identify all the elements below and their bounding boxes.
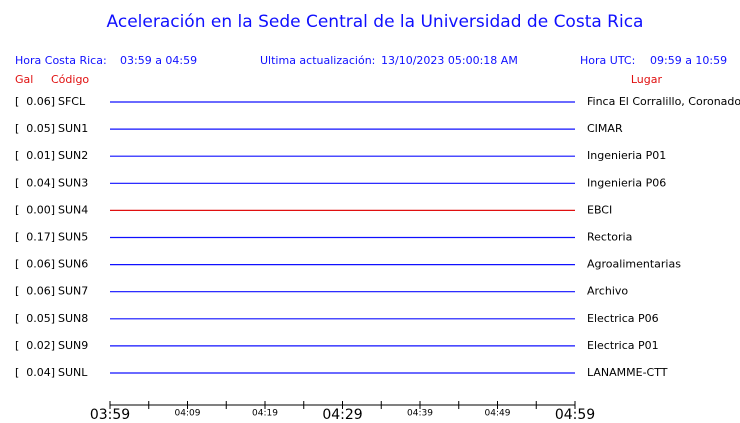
local-time: 03:59 a 04:59	[120, 54, 197, 67]
station-code: SUN6	[58, 258, 88, 271]
station-code: SUN1	[58, 122, 88, 135]
station-place: EBCI	[587, 203, 612, 216]
time-tick-label: 04:29	[322, 407, 362, 423]
station-place: Rectoria	[587, 231, 632, 244]
time-tick-label: 04:19	[252, 409, 278, 419]
gal-value: [ 0.06]	[15, 258, 55, 271]
gal-value: [ 0.04]	[15, 366, 55, 379]
station-code: SUN3	[58, 176, 88, 189]
station-code: SUN2	[58, 149, 88, 162]
station-code: SUN9	[58, 339, 88, 352]
station-place: Ingenieria P01	[587, 149, 666, 162]
gal-value: [ 0.06]	[15, 95, 55, 108]
station-place: LANAMME-CTT	[587, 366, 668, 379]
station-place: Archivo	[587, 285, 628, 298]
station-place: CIMAR	[587, 122, 623, 135]
station-place: Electrica P01	[587, 339, 659, 352]
station-code: SUN8	[58, 312, 88, 325]
time-tick-label: 04:49	[485, 409, 511, 419]
station-code: SFCL	[58, 95, 86, 108]
update-label: Ultima actualización:	[260, 54, 375, 67]
station-place: Agroalimentarias	[587, 258, 681, 271]
station-code: SUNL	[58, 366, 88, 379]
time-tick-label: 04:39	[407, 409, 433, 419]
gal-value: [ 0.00]	[15, 203, 55, 216]
title: Aceleración en la Sede Central de la Uni…	[107, 12, 644, 32]
station-code: SUN5	[58, 231, 88, 244]
utc-time: 09:59 a 10:59	[650, 54, 727, 67]
time-tick-label: 04:09	[175, 409, 201, 419]
utc-label: Hora UTC:	[580, 54, 635, 67]
gal-value: [ 0.02]	[15, 339, 55, 352]
local-time-label: Hora Costa Rica:	[15, 54, 107, 67]
gal-value: [ 0.04]	[15, 176, 55, 189]
gal-value: [ 0.06]	[15, 285, 55, 298]
gal-value: [ 0.17]	[15, 231, 55, 244]
time-tick-label: 04:59	[555, 407, 595, 423]
gal-value: [ 0.01]	[15, 149, 55, 162]
gal-header: Gal	[15, 73, 33, 86]
station-place: Finca El Corralillo, Coronado	[587, 95, 740, 108]
gal-value: [ 0.05]	[15, 122, 55, 135]
station-place: Ingenieria P06	[587, 176, 666, 189]
station-code: SUN7	[58, 285, 88, 298]
gal-value: [ 0.05]	[15, 312, 55, 325]
station-place: Electrica P06	[587, 312, 659, 325]
place-header: Lugar	[631, 73, 663, 86]
station-code: SUN4	[58, 203, 88, 216]
update-time: 13/10/2023 05:00:18 AM	[381, 54, 518, 67]
code-header: Código	[51, 73, 89, 86]
time-tick-label: 03:59	[90, 407, 130, 423]
